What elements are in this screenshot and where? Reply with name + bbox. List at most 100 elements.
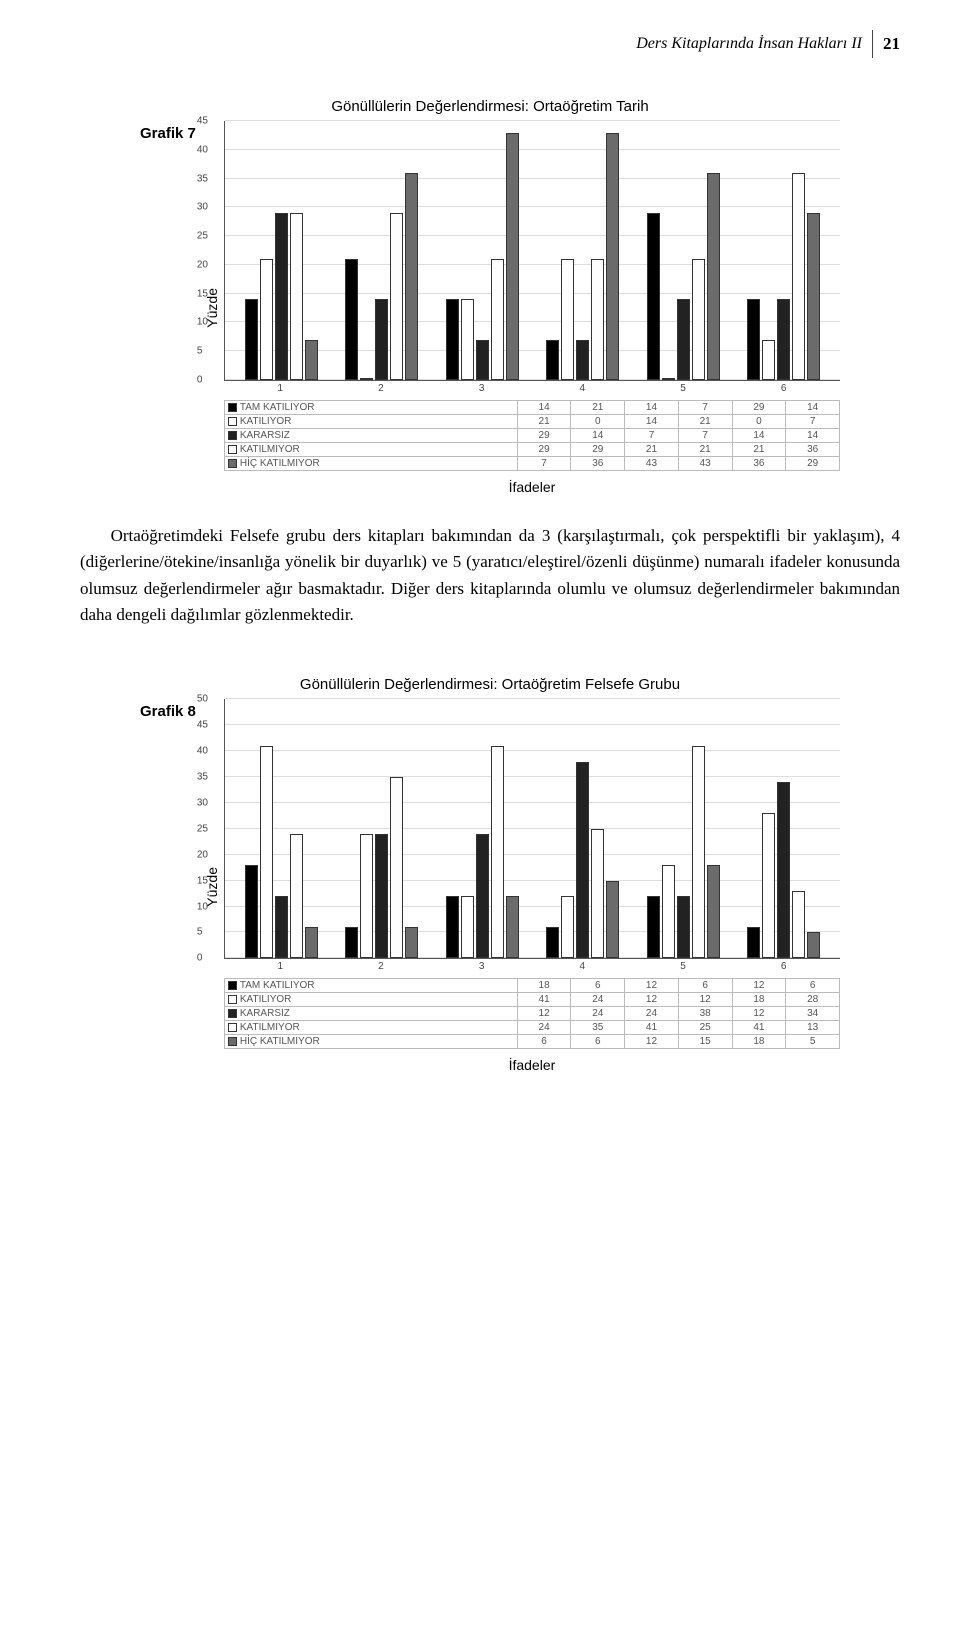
bar — [677, 299, 690, 380]
legend-series-name: KATILIYOR — [240, 416, 292, 427]
bar — [707, 865, 720, 958]
legend-cell: 14 — [625, 415, 679, 429]
bar — [461, 299, 474, 380]
x-tick: 2 — [378, 961, 384, 972]
bar — [275, 896, 288, 958]
bar-group — [245, 213, 318, 380]
bar — [290, 834, 303, 958]
legend-cell: 25 — [678, 1021, 732, 1035]
bar — [491, 746, 504, 958]
bar — [576, 762, 589, 959]
legend-swatch — [228, 431, 237, 440]
header-divider — [872, 30, 873, 58]
x-tick: 6 — [781, 383, 787, 394]
bar — [561, 896, 574, 958]
legend-cell: 24 — [625, 1007, 679, 1021]
bar-group — [647, 173, 720, 380]
legend-cell: 7 — [786, 415, 840, 429]
bar-group — [546, 762, 619, 959]
bar-group — [446, 133, 519, 380]
legend-cell: 43 — [625, 457, 679, 471]
legend-cell: 5 — [786, 1035, 840, 1049]
bar-group — [446, 746, 519, 958]
legend-swatch — [228, 445, 237, 454]
bar — [807, 213, 820, 380]
legend-cell: 18 — [732, 993, 786, 1007]
bar — [762, 340, 775, 380]
chart7-block: Grafik 7 Yüzde 051015202530354045 123456… — [140, 121, 840, 495]
legend-cell: 21 — [571, 401, 625, 415]
legend-series-name: HİÇ KATILMIYOR — [240, 1036, 320, 1047]
chart8-plot: 05101520253035404550 — [224, 699, 840, 959]
legend-swatch — [228, 403, 237, 412]
bar — [606, 133, 619, 380]
bar — [305, 927, 318, 958]
chart7-title: Gönüllülerin Değerlendirmesi: Ortaöğreti… — [80, 98, 900, 115]
bar — [275, 213, 288, 380]
legend-cell: 6 — [571, 1035, 625, 1049]
legend-cell: 6 — [678, 979, 732, 993]
bar — [405, 927, 418, 958]
legend-row: TAM KATILIYOR14211472914 — [224, 401, 839, 415]
bar — [777, 299, 790, 380]
legend-cell: 36 — [732, 457, 786, 471]
legend-series-name: TAM KATILIYOR — [240, 980, 315, 991]
legend-cell: 29 — [732, 401, 786, 415]
bar — [506, 896, 519, 958]
chart8-x-ticks: 123456 — [224, 959, 840, 972]
legend-cell: 14 — [517, 401, 571, 415]
legend-cell: 12 — [732, 979, 786, 993]
legend-cell: 7 — [625, 429, 679, 443]
page-header: Ders Kitaplarında İnsan Hakları II 21 — [80, 30, 900, 58]
chart7-x-ticks: 123456 — [224, 381, 840, 394]
bar — [747, 927, 760, 958]
legend-cell: 36 — [786, 443, 840, 457]
legend-cell: 35 — [571, 1021, 625, 1035]
legend-row: HİÇ KATILMIYOR73643433629 — [224, 457, 839, 471]
legend-cell: 12 — [517, 1007, 571, 1021]
legend-cell: 7 — [678, 429, 732, 443]
legend-cell: 41 — [517, 993, 571, 1007]
legend-cell: 7 — [678, 401, 732, 415]
running-title: Ders Kitaplarında İnsan Hakları II — [636, 35, 862, 53]
legend-cell: 18 — [732, 1035, 786, 1049]
legend-cell: 41 — [625, 1021, 679, 1035]
legend-row: KARARSIZ122424381234 — [224, 1007, 839, 1021]
bar — [360, 378, 373, 380]
bar — [707, 173, 720, 380]
legend-cell: 41 — [732, 1021, 786, 1035]
bar-group — [245, 746, 318, 958]
x-tick: 3 — [479, 961, 485, 972]
legend-row: KATILIYOR210142107 — [224, 415, 839, 429]
legend-series-name: KATILMIYOR — [240, 1022, 300, 1033]
x-tick: 1 — [277, 961, 283, 972]
x-tick: 3 — [479, 383, 485, 394]
bar — [591, 259, 604, 380]
bar — [546, 340, 559, 380]
legend-cell: 14 — [786, 401, 840, 415]
bar — [762, 813, 775, 958]
chart8-title: Gönüllülerin Değerlendirmesi: Ortaöğreti… — [80, 676, 900, 693]
legend-row: KARARSIZ2914771414 — [224, 429, 839, 443]
legend-cell: 12 — [732, 1007, 786, 1021]
legend-cell: 12 — [625, 993, 679, 1007]
x-tick: 6 — [781, 961, 787, 972]
legend-cell: 38 — [678, 1007, 732, 1021]
bar — [692, 746, 705, 958]
legend-cell: 21 — [517, 415, 571, 429]
bar — [692, 259, 705, 380]
legend-cell: 14 — [625, 401, 679, 415]
bar — [561, 259, 574, 380]
bar — [305, 340, 318, 380]
legend-swatch — [228, 417, 237, 426]
bar-group — [747, 782, 820, 958]
body-paragraph: Ortaöğretimdeki Felsefe grubu ders kitap… — [80, 523, 900, 628]
bar-group — [345, 777, 418, 958]
bar — [245, 865, 258, 958]
bar — [260, 746, 273, 958]
bar — [792, 173, 805, 380]
bar — [662, 865, 675, 958]
bar — [390, 213, 403, 380]
legend-swatch — [228, 981, 237, 990]
legend-cell: 28 — [786, 993, 840, 1007]
